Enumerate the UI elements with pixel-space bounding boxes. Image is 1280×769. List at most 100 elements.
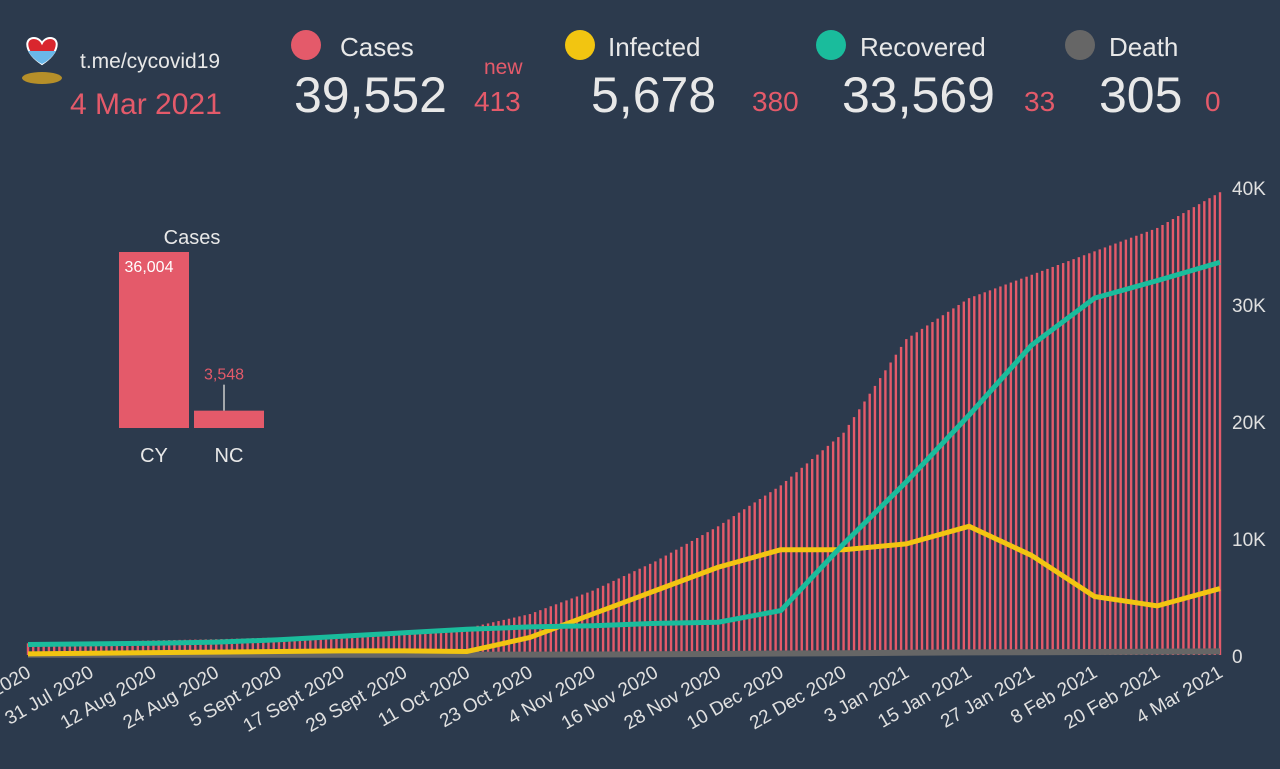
- cases-bar: [690, 540, 694, 655]
- cases-bar: [701, 535, 704, 655]
- cases-bar: [931, 322, 934, 655]
- cases-bar: [460, 628, 464, 655]
- cases-bar: [596, 588, 600, 655]
- cases-bar: [439, 629, 443, 655]
- cases-bar: [89, 642, 92, 655]
- cases-bar: [748, 505, 751, 655]
- cases-bar: [1077, 257, 1081, 655]
- cases-bar: [256, 638, 260, 655]
- cases-bar: [952, 308, 955, 655]
- cases-bar: [429, 630, 432, 655]
- cases-bar: [450, 628, 453, 655]
- cases-bar: [779, 485, 783, 655]
- cases-bar: [695, 538, 699, 655]
- cases-bar: [915, 332, 918, 655]
- cases-bar: [863, 401, 866, 655]
- cases-bar: [225, 638, 228, 655]
- y-tick-label: 10K: [1232, 530, 1266, 551]
- cases-bar: [126, 641, 129, 655]
- cases-bar: [209, 639, 213, 655]
- cases-bar: [502, 619, 505, 655]
- stat-label: Infected: [608, 32, 701, 62]
- cases-bar: [774, 488, 777, 655]
- cases-bar: [858, 409, 861, 655]
- cases-bar: [1145, 231, 1149, 655]
- cases-bar: [162, 640, 166, 655]
- stat-value: 305: [1099, 67, 1183, 123]
- cases-bar: [1129, 237, 1133, 655]
- y-tick-label: 0: [1232, 647, 1243, 668]
- cases-bar: [246, 638, 249, 655]
- cases-bar: [884, 370, 887, 655]
- cases-bar: [727, 519, 730, 655]
- cases-bar: [1035, 272, 1039, 655]
- cases-bar: [1187, 210, 1190, 655]
- cases-bar: [1046, 268, 1049, 655]
- cases-bar: [993, 288, 997, 655]
- cases-bar: [805, 463, 809, 655]
- cases-bar: [962, 301, 966, 655]
- telegram-link[interactable]: t.me/cycovid19: [80, 50, 221, 73]
- cases-bar: [199, 639, 202, 655]
- cases-bar: [288, 637, 291, 655]
- inset-category-label: CY: [140, 445, 168, 467]
- stat-value: 33,569: [842, 67, 995, 123]
- cases-bar: [1192, 207, 1196, 655]
- cases-bar: [382, 632, 385, 655]
- recovered-legend-dot: [816, 30, 846, 60]
- cases-bar: [105, 641, 108, 655]
- stat-value: 39,552: [294, 67, 447, 123]
- quarantine-logo: [22, 36, 62, 84]
- inset-bar-cy: [119, 252, 189, 428]
- cases-bar: [1061, 263, 1065, 655]
- cases-bar: [183, 639, 187, 655]
- cases-bar: [63, 642, 66, 655]
- inset-bar-nc: [194, 410, 264, 428]
- cases-bar: [32, 643, 35, 655]
- cases-bar: [204, 639, 207, 655]
- cases-bar: [47, 642, 51, 655]
- cases-bar: [607, 583, 610, 655]
- cases-bar: [816, 454, 819, 655]
- cases-bar: [617, 578, 620, 655]
- cases-bar: [654, 561, 657, 655]
- cases-bar: [230, 638, 234, 655]
- cases-bar: [424, 630, 427, 655]
- cases-bar: [528, 614, 532, 655]
- cases-bar: [471, 626, 474, 655]
- stat-value: 5,678: [591, 67, 717, 123]
- cases-bar: [800, 467, 803, 655]
- cases-bar: [601, 585, 605, 655]
- cases-bar: [445, 629, 448, 655]
- cases-bar: [1213, 195, 1216, 656]
- cases-bar: [366, 633, 370, 655]
- cases-bar: [377, 633, 380, 655]
- cases-bar: [1135, 235, 1138, 655]
- cases-bar: [79, 642, 82, 655]
- inset-category-label: NC: [215, 445, 244, 467]
- cases-bar: [1088, 253, 1091, 656]
- cases-bar: [152, 640, 155, 655]
- cases-bar: [94, 641, 98, 655]
- cases-bar: [188, 639, 192, 655]
- stat-label: Recovered: [860, 32, 986, 62]
- cases-bar: [769, 492, 772, 655]
- cases-bar: [999, 286, 1002, 655]
- cases-bar: [758, 499, 762, 655]
- stat-new: 0: [1205, 86, 1221, 117]
- cases-bar: [215, 639, 218, 655]
- cases-bar: [178, 639, 181, 655]
- cases-bar: [298, 636, 302, 655]
- cases-bar: [73, 642, 77, 655]
- cases-bar: [319, 635, 322, 655]
- cases-bar: [413, 631, 417, 655]
- cases-bar: [251, 638, 255, 655]
- cases-bar: [507, 618, 511, 655]
- death-legend-dot: [1065, 30, 1095, 60]
- cases-bar: [732, 516, 735, 655]
- cases-bar: [303, 636, 307, 655]
- cases-bar: [157, 640, 160, 655]
- inset-value-label: 36,004: [125, 259, 174, 276]
- cases-bar: [1208, 198, 1211, 655]
- cases-bar: [1014, 280, 1018, 655]
